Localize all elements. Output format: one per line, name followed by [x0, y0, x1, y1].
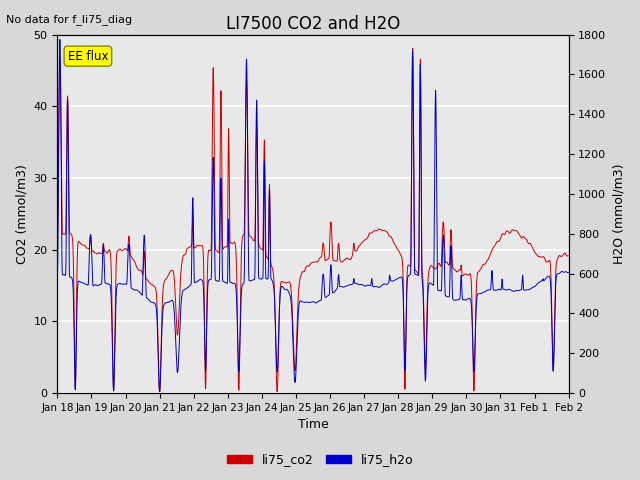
- Y-axis label: H2O (mmol/m3): H2O (mmol/m3): [612, 164, 625, 264]
- X-axis label: Time: Time: [298, 419, 328, 432]
- Legend: li75_co2, li75_h2o: li75_co2, li75_h2o: [221, 448, 419, 471]
- Text: EE flux: EE flux: [68, 49, 108, 63]
- Y-axis label: CO2 (mmol/m3): CO2 (mmol/m3): [15, 164, 28, 264]
- Text: No data for f_li75_diag: No data for f_li75_diag: [6, 14, 132, 25]
- Title: LI7500 CO2 and H2O: LI7500 CO2 and H2O: [226, 15, 400, 33]
